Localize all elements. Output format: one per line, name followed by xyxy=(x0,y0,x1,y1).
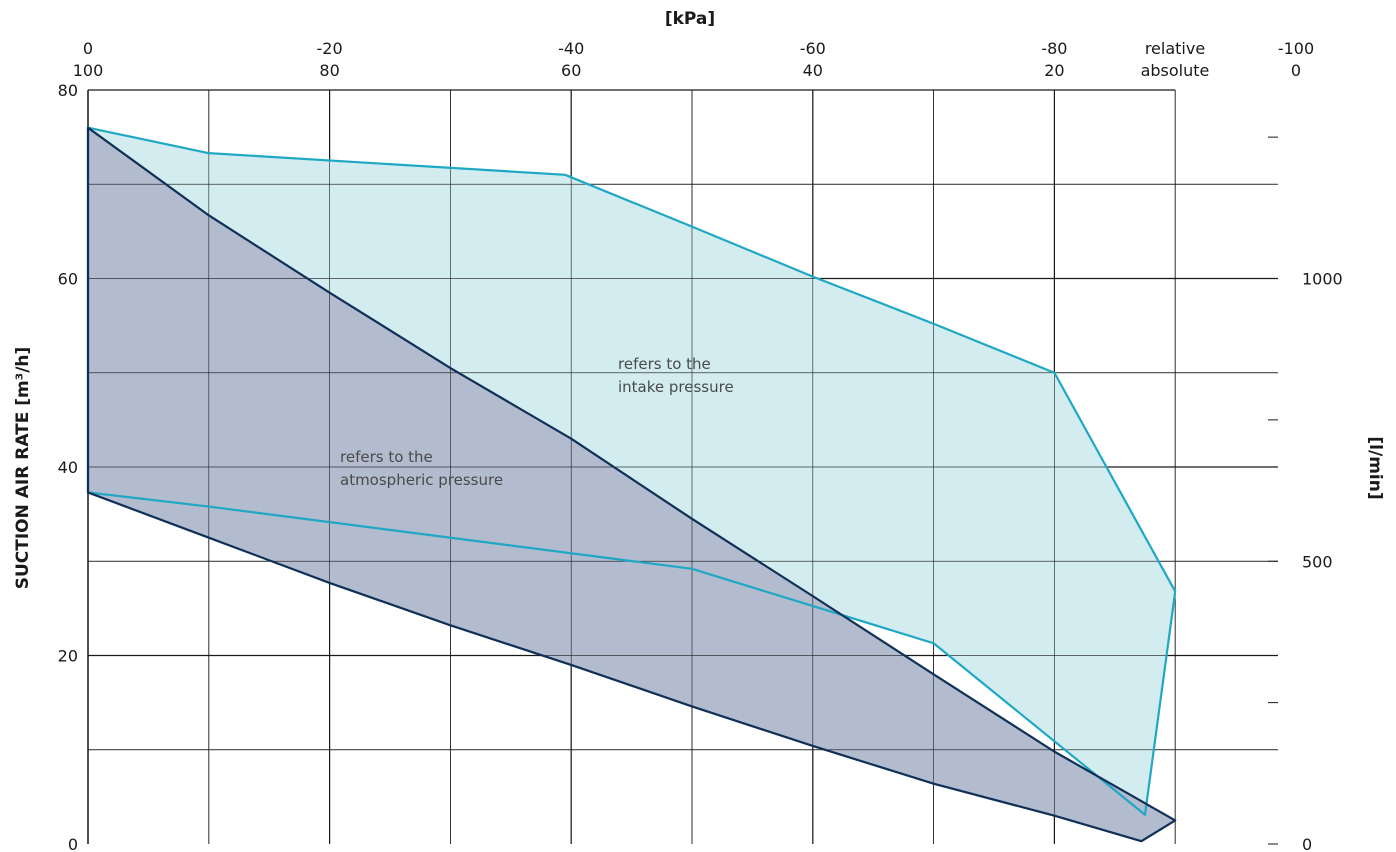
atmospheric-annotation-line1: refers to the xyxy=(340,448,433,466)
intake-outline xyxy=(86,126,1177,816)
right-tick-label: 0 xyxy=(1302,835,1312,852)
intake-area xyxy=(88,127,1176,815)
right-axis-ticks: 0 500 1000 xyxy=(1268,136,1343,852)
left-axis-ticks: 0 20 40 60 80 xyxy=(58,81,78,852)
data-areas xyxy=(87,90,1278,844)
absolute-row-label: absolute xyxy=(1141,61,1210,80)
right-axis-title: [l/min] xyxy=(1365,436,1385,499)
top-tick-relative: -80 xyxy=(1041,39,1067,58)
atmospheric-area xyxy=(88,127,1176,842)
right-tick-label: 500 xyxy=(1302,552,1333,571)
left-tick-label: 40 xyxy=(58,458,78,477)
top-tick-absolute: 40 xyxy=(803,61,823,80)
top-tick-relative: 0 xyxy=(83,39,93,58)
left-tick-label: 20 xyxy=(58,647,78,666)
top-tick-absolute: 20 xyxy=(1044,61,1064,80)
top-tick-absolute: 60 xyxy=(561,61,581,80)
top-tick-relative: -60 xyxy=(800,39,826,58)
top-tick-absolute: 80 xyxy=(319,61,339,80)
left-tick-label: 0 xyxy=(68,835,78,852)
top-axis-ticks: 0 100 -20 80 -40 60 -60 40 -80 20 -100 0 xyxy=(73,39,1314,80)
atmospheric-outline xyxy=(86,126,1177,843)
relative-row-label: relative xyxy=(1145,39,1205,58)
top-tick-relative: -40 xyxy=(558,39,584,58)
intake-annotation-line1: refers to the xyxy=(618,355,711,373)
top-tick-absolute: 0 xyxy=(1291,61,1301,80)
y-axis-title: SUCTION AIR RATE [m³/h] xyxy=(13,347,33,590)
right-tick-label: 1000 xyxy=(1302,270,1343,289)
intake-annotation-line2: intake pressure xyxy=(618,378,734,396)
top-tick-relative: -100 xyxy=(1278,39,1314,58)
data-lines xyxy=(86,126,1177,843)
left-tick-label: 60 xyxy=(58,270,78,289)
left-tick-label: 80 xyxy=(58,81,78,100)
atmospheric-annotation-line2: atmospheric pressure xyxy=(340,471,503,489)
top-axis-title: [kPa] xyxy=(665,9,715,29)
top-tick-absolute: 100 xyxy=(73,61,104,80)
top-tick-relative: -20 xyxy=(317,39,343,58)
